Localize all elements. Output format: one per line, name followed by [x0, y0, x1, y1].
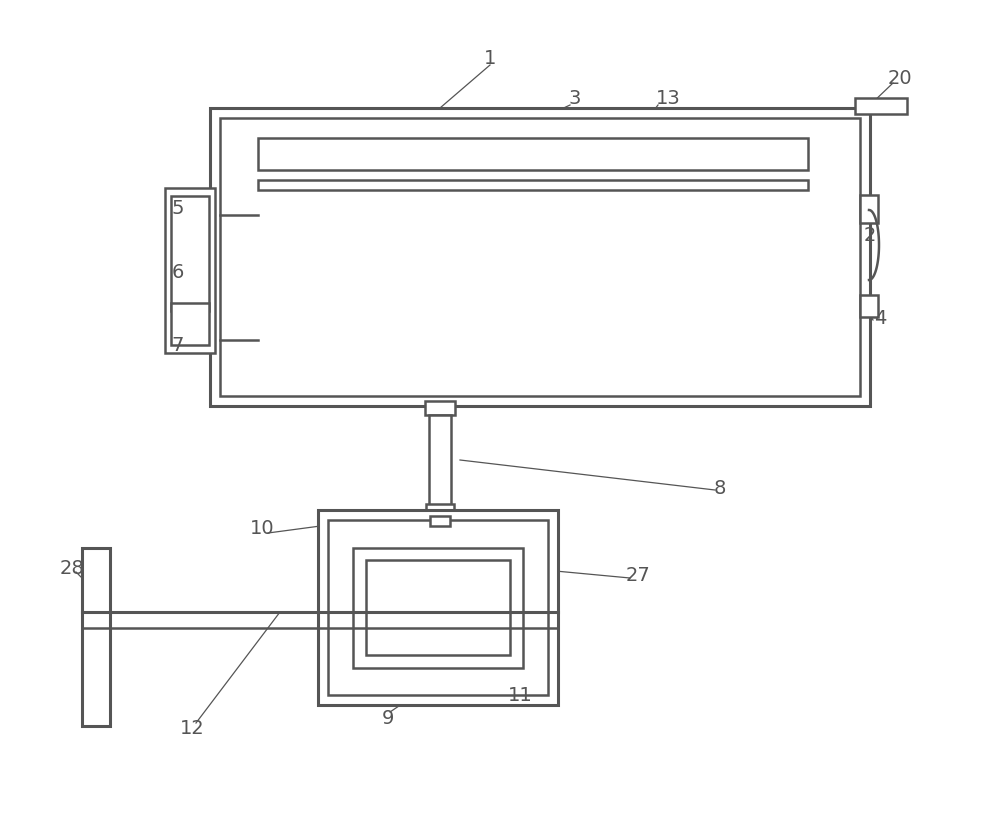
Text: 12: 12 [180, 718, 204, 737]
Bar [430, 516, 450, 526]
Bar [220, 118, 860, 396]
Text: 20: 20 [888, 68, 912, 88]
Bar [426, 504, 454, 518]
Text: 4: 4 [874, 309, 886, 328]
Text: 13: 13 [656, 89, 680, 108]
Text: 5: 5 [172, 199, 184, 218]
Text: 1: 1 [484, 48, 496, 67]
Text: 8: 8 [714, 479, 726, 498]
Bar [258, 138, 808, 170]
Text: 10: 10 [250, 519, 274, 538]
Text: 7: 7 [172, 336, 184, 355]
Bar [860, 195, 878, 223]
Text: 9: 9 [382, 709, 394, 727]
Text: 6: 6 [172, 263, 184, 282]
Bar [171, 196, 209, 311]
Bar [165, 188, 215, 353]
Bar [366, 560, 510, 655]
Text: 27: 27 [626, 566, 650, 585]
Bar [860, 295, 878, 317]
Text: 2: 2 [864, 226, 876, 245]
Bar [425, 401, 455, 415]
Bar [353, 548, 523, 668]
Bar [171, 303, 209, 345]
Text: 3: 3 [569, 89, 581, 108]
Bar [429, 415, 451, 510]
Bar [328, 520, 548, 695]
Bar [318, 510, 558, 705]
Bar [258, 180, 808, 190]
Text: 11: 11 [508, 686, 532, 704]
Bar [210, 108, 870, 406]
Bar [855, 98, 907, 114]
Bar [82, 548, 110, 726]
Text: 28: 28 [60, 558, 84, 577]
